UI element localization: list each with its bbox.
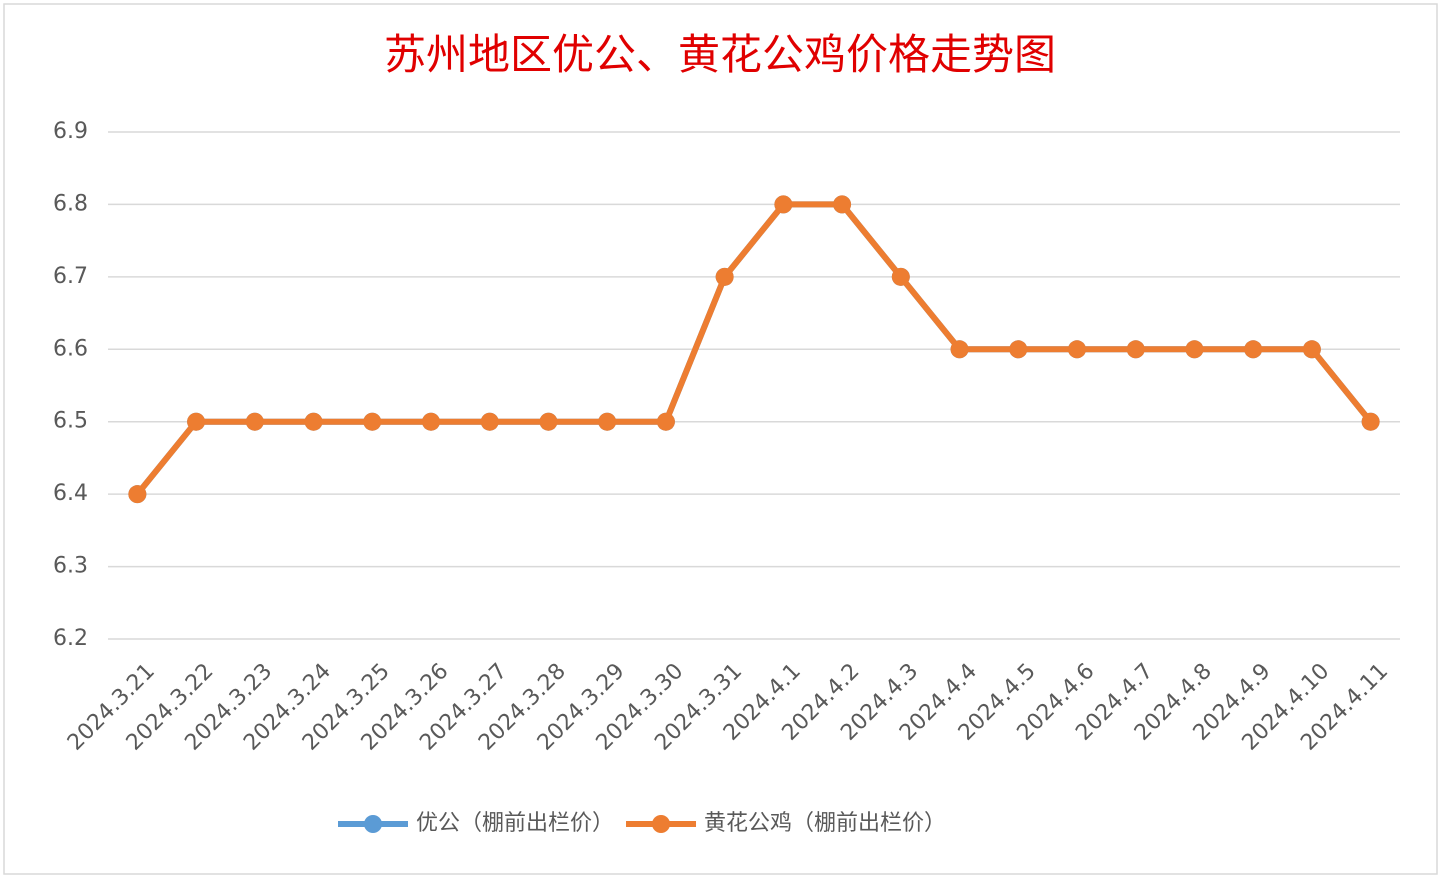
legend-marker [652, 815, 671, 833]
point [833, 195, 852, 214]
legend-label: 黄花公鸡（棚前出栏价） [704, 811, 946, 836]
point [1302, 340, 1321, 359]
point [1126, 340, 1145, 359]
chart-frame [3, 3, 1438, 875]
legend-marker [364, 815, 382, 833]
y-tick-label: 6.5 [53, 409, 88, 434]
point [1361, 412, 1380, 431]
series-line [135, 201, 1373, 497]
point [1068, 340, 1086, 359]
point [656, 412, 675, 431]
y-tick-label: 6.6 [53, 336, 88, 361]
y-tick-label: 6.3 [53, 554, 88, 579]
legend-label: 优公（棚前出栏价） [416, 811, 614, 836]
point [128, 485, 147, 504]
chart-title: 苏州地区优公、黄花公鸡价格走势图 [384, 30, 1056, 79]
point [187, 412, 206, 431]
y-tick-label: 6.8 [53, 191, 88, 216]
point [480, 412, 499, 431]
point [245, 412, 264, 431]
point [539, 412, 558, 431]
point [1009, 340, 1028, 359]
y-tick-label: 6.2 [53, 626, 88, 651]
point [1185, 340, 1204, 359]
point [422, 412, 440, 431]
point [1244, 340, 1263, 359]
point [715, 267, 734, 286]
point [950, 340, 969, 359]
point [304, 412, 323, 431]
y-tick-label: 6.4 [53, 481, 88, 506]
y-tick-label: 6.9 [53, 119, 88, 144]
point [598, 412, 617, 431]
point [363, 412, 382, 431]
y-tick-label: 6.7 [53, 264, 88, 289]
point [891, 267, 910, 286]
point [774, 195, 793, 214]
